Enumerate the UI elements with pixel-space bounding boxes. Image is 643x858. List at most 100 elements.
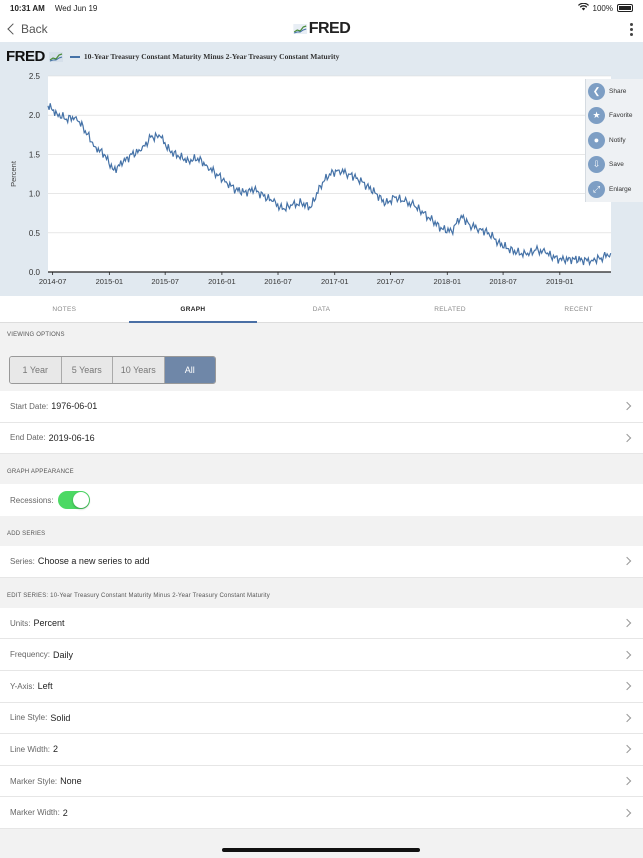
units-row[interactable]: Units: Percent bbox=[0, 607, 643, 640]
y-tick-label: 1.5 bbox=[29, 150, 41, 159]
y-tick-label: 0.0 bbox=[29, 268, 41, 277]
x-tick-label: 2014-07 bbox=[39, 277, 67, 286]
marker-width-label: Marker Width: bbox=[10, 808, 60, 818]
tab-notes[interactable]: NOTES bbox=[52, 305, 77, 313]
range-10-years-button[interactable]: 10 Years bbox=[113, 357, 165, 383]
settings-list: VIEWING OPTIONS 1 Year 5 Years 10 Years … bbox=[0, 323, 643, 829]
edit-series-heading: EDIT SERIES: 10-Year Treasury Constant M… bbox=[0, 583, 643, 608]
share-button[interactable]: ❮ Share bbox=[586, 79, 643, 104]
chevron-right-icon bbox=[622, 402, 632, 411]
status-bar: 10:31 AM Wed Jun 19 100% bbox=[0, 0, 643, 16]
y-tick-label: 1.0 bbox=[29, 190, 41, 199]
side-menu: ❮ Share ★ Favorite ● Notify ⇩ Save ⤢ Enl… bbox=[585, 79, 643, 202]
recessions-toggle[interactable] bbox=[57, 491, 90, 510]
x-tick-label: 2016-01 bbox=[208, 277, 236, 286]
line-style-row[interactable]: Line Style: Solid bbox=[0, 702, 643, 735]
x-tick-label: 2017-07 bbox=[377, 277, 405, 286]
chart-header: FRED 10-Year Treasury Constant Maturity … bbox=[6, 48, 339, 65]
chevron-right-icon bbox=[622, 682, 632, 691]
y-axis-row[interactable]: Y-Axis: Left bbox=[0, 670, 643, 703]
line-width-label: Line Width: bbox=[10, 744, 51, 754]
series-label: Series: bbox=[10, 556, 35, 566]
chevron-right-icon bbox=[622, 557, 632, 566]
start-date-row[interactable]: Start Date: 1976-06-01 bbox=[0, 391, 643, 423]
graph-appearance-heading: GRAPH APPEARANCE bbox=[0, 460, 643, 485]
chevron-right-icon bbox=[622, 650, 632, 659]
line-chart: 0.0 0.5 1.0 1.5 2.0 2.5 2014-07 2015-01 2015-07 2… bbox=[9, 72, 612, 286]
tab-related[interactable]: RELATED bbox=[434, 305, 466, 313]
range-all-button[interactable]: All bbox=[164, 357, 215, 383]
line-width-row[interactable]: Line Width: 2 bbox=[0, 734, 643, 766]
end-date-value: 2019-06-16 bbox=[48, 432, 95, 443]
range-5-years-button[interactable]: 5 Years bbox=[61, 357, 113, 383]
range-1-year-button[interactable]: 1 Year bbox=[10, 357, 62, 383]
y-tick-label: 2.5 bbox=[29, 72, 41, 81]
fred-chart-icon bbox=[292, 24, 307, 34]
status-time: 10:31 AM bbox=[10, 3, 45, 13]
tab-bar: NOTES GRAPH DATA RELATED RECENT bbox=[0, 296, 643, 323]
battery-icon bbox=[617, 4, 633, 12]
marker-width-value: 2 bbox=[62, 807, 68, 818]
logo-text: FRED bbox=[308, 20, 351, 37]
star-icon: ★ bbox=[588, 107, 605, 125]
save-button[interactable]: ⇩ Save bbox=[586, 153, 643, 178]
chevron-right-icon bbox=[622, 713, 632, 723]
y-axis-label: Y-Axis: bbox=[10, 681, 35, 691]
series-line bbox=[47, 103, 612, 267]
home-indicator[interactable] bbox=[222, 848, 420, 852]
notify-label: Notify bbox=[609, 136, 626, 144]
marker-style-row[interactable]: Marker Style: None bbox=[0, 765, 643, 798]
chevron-right-icon bbox=[622, 808, 632, 817]
recessions-row: Recessions: bbox=[0, 484, 643, 517]
line-width-value: 2 bbox=[53, 744, 59, 755]
marker-style-label: Marker Style: bbox=[10, 776, 58, 786]
recessions-label: Recessions: bbox=[10, 495, 54, 505]
chart-brand: FRED bbox=[6, 48, 45, 65]
status-right: 100% bbox=[577, 2, 633, 13]
battery-percent: 100% bbox=[592, 3, 613, 13]
marker-width-row[interactable]: Marker Width: 2 bbox=[0, 797, 643, 829]
units-label: Units: bbox=[10, 618, 31, 628]
share-icon: ❮ bbox=[588, 82, 605, 100]
frequency-label: Frequency: bbox=[10, 650, 51, 660]
x-tick-label: 2019-01 bbox=[546, 277, 574, 286]
series-value: Choose a new series to add bbox=[37, 556, 150, 567]
line-style-value: Solid bbox=[50, 712, 71, 723]
end-date-row[interactable]: End Date: 2019-06-16 bbox=[0, 422, 643, 455]
end-date-label: End Date: bbox=[10, 433, 46, 443]
save-label: Save bbox=[609, 161, 624, 169]
x-tick-label: 2018-01 bbox=[434, 277, 462, 286]
line-style-label: Line Style: bbox=[10, 713, 48, 723]
more-options-icon[interactable] bbox=[630, 23, 633, 36]
range-selector-wrap: 1 Year 5 Years 10 Years All bbox=[0, 347, 643, 391]
status-date: Wed Jun 19 bbox=[54, 3, 98, 13]
notify-button[interactable]: ● Notify bbox=[586, 128, 643, 153]
start-date-value: 1976-06-01 bbox=[51, 401, 98, 412]
tab-recent[interactable]: RECENT bbox=[564, 305, 593, 313]
start-date-label: Start Date: bbox=[10, 401, 49, 411]
fred-logo: FRED bbox=[292, 20, 351, 38]
units-value: Percent bbox=[33, 618, 65, 629]
frequency-value: Daily bbox=[53, 649, 74, 660]
favorite-button[interactable]: ★ Favorite bbox=[586, 104, 643, 129]
section-gap bbox=[0, 516, 643, 523]
x-tick-label: 2017-01 bbox=[321, 277, 349, 286]
tab-data[interactable]: DATA bbox=[312, 305, 331, 313]
chart-title: 10-Year Treasury Constant Maturity Minus… bbox=[83, 52, 340, 61]
y-tick-label: 0.5 bbox=[29, 229, 41, 238]
section-gap bbox=[0, 577, 643, 584]
enlarge-button[interactable]: ⤢ Enlarge bbox=[586, 177, 643, 202]
y-axis-value: Left bbox=[37, 681, 53, 692]
add-series-row[interactable]: Series: Choose a new series to add bbox=[0, 546, 643, 578]
enlarge-label: Enlarge bbox=[609, 185, 632, 193]
tab-graph[interactable]: GRAPH bbox=[128, 296, 258, 323]
chevron-right-icon bbox=[622, 618, 632, 628]
fred-chart-icon bbox=[48, 51, 63, 62]
frequency-row[interactable]: Frequency: Daily bbox=[0, 639, 643, 671]
back-button[interactable]: Back bbox=[6, 22, 48, 36]
bell-icon: ● bbox=[588, 131, 605, 149]
expand-icon: ⤢ bbox=[588, 180, 605, 198]
section-gap bbox=[0, 454, 643, 461]
range-selector: 1 Year 5 Years 10 Years All bbox=[9, 356, 216, 384]
chart-area: 0.0 0.5 1.0 1.5 2.0 2.5 2014-07 2015-01 2015-07 2… bbox=[0, 42, 643, 296]
